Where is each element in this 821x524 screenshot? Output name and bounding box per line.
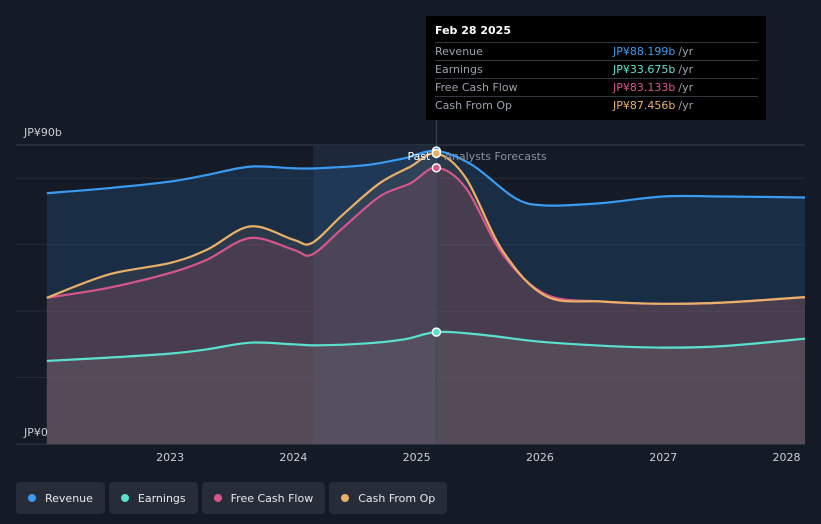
tooltip-row-name: Revenue	[435, 45, 483, 58]
tooltip-row: Free Cash Flow JP¥83.133b/yr	[435, 78, 758, 96]
legend-label: Free Cash Flow	[230, 491, 314, 505]
y-axis-bottom-label: JP¥0	[24, 426, 48, 439]
legend-item-earnings[interactable]: Earnings	[108, 482, 198, 514]
revenue-line	[46, 149, 806, 207]
tooltip-row-value: JP¥87.456b	[613, 99, 676, 112]
legend-label: Cash From Op	[358, 491, 436, 505]
x-tick-label: 2024	[279, 451, 307, 464]
tooltip-row-name: Cash From Op	[435, 99, 513, 112]
past-region-shade	[313, 145, 437, 444]
tooltip-date: Feb 28 2025	[435, 24, 511, 37]
tooltip-row: Revenue JP¥88.199b/yr	[435, 42, 758, 60]
x-tick-label: 2028	[773, 451, 801, 464]
legend-item-cash-from-op[interactable]: Cash From Op	[329, 482, 448, 514]
tooltip-rows: Revenue JP¥88.199b/yr Earnings JP¥33.675b/y…	[435, 42, 758, 114]
earnings-line	[46, 330, 806, 363]
tooltip-row: Earnings JP¥33.675b/yr	[435, 60, 758, 78]
tooltip-row-unit: /yr	[678, 45, 694, 58]
legend-label: Revenue	[45, 491, 93, 505]
tooltip-row-value: JP¥88.199b	[613, 45, 676, 58]
hover-markers	[431, 146, 442, 337]
tooltip-row-unit: /yr	[678, 63, 694, 76]
tooltip-row-name: Free Cash Flow	[435, 81, 518, 94]
tooltip-row-unit: /yr	[678, 99, 694, 112]
forecast-label: Analysts Forecasts	[444, 150, 547, 163]
tooltip-row-value: JP¥83.133b	[613, 81, 676, 94]
x-axis-ticks: 2023 2024 2025 2026 2027 2028	[16, 444, 805, 464]
legend-item-free-cash-flow[interactable]: Free Cash Flow	[201, 482, 326, 514]
earnings-area	[46, 331, 805, 444]
x-tick-label: 2027	[649, 451, 677, 464]
legend-item-revenue[interactable]: Revenue	[16, 482, 105, 514]
y-axis-top-label: JP¥90b	[24, 126, 62, 139]
tooltip-row-unit: /yr	[678, 81, 694, 94]
cash-from-op-marker	[431, 148, 442, 159]
legend-dot-icon	[120, 494, 129, 502]
legend-dot-icon	[213, 494, 222, 502]
earnings-marker	[431, 327, 442, 337]
revenue-area	[46, 150, 805, 444]
free-cash-flow-marker	[431, 163, 442, 173]
legend-label: Earnings	[137, 491, 186, 505]
tooltip-row: Cash From Op JP¥87.456b/yr	[435, 96, 758, 114]
series-areas	[46, 150, 805, 444]
legend-dot-icon	[341, 494, 350, 502]
x-tick-label: 2026	[526, 451, 554, 464]
legend-dot-icon	[28, 494, 36, 502]
tooltip-row-value: JP¥33.675b	[613, 63, 676, 76]
cash-from-op-line	[46, 152, 806, 305]
legend: Revenue Earnings Free Cash Flow Cash From O…	[16, 482, 448, 514]
cash-from-op-area	[46, 153, 805, 444]
tooltip-row-name: Earnings	[435, 63, 483, 76]
series-lines	[46, 149, 806, 363]
free-cash-flow-area	[46, 167, 805, 444]
x-tick-label: 2023	[156, 451, 184, 464]
tooltip: Feb 28 2025 Revenue JP¥88.199b/yr Earnings…	[426, 16, 766, 120]
x-tick-label: 2025	[403, 451, 431, 464]
past-label: Past	[407, 150, 431, 163]
